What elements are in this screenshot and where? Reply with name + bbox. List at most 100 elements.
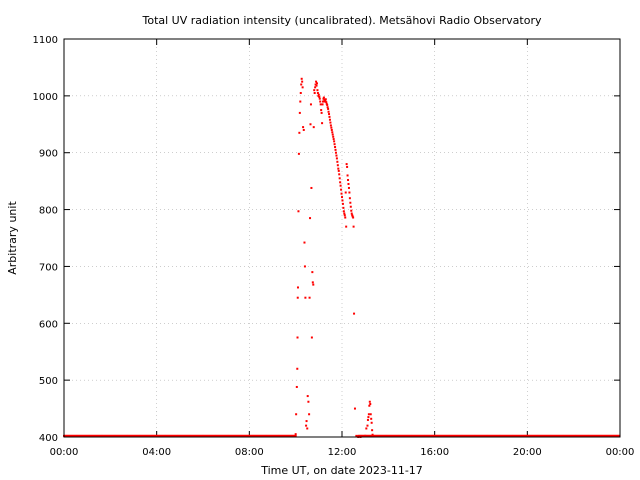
y-tick-label: 600 [39,319,58,330]
data-point [300,77,303,80]
data-point [366,424,369,427]
data-point [299,100,302,103]
data-point [351,215,354,218]
data-point [367,413,370,416]
data-point [318,97,321,100]
x-tick-label: 00:00 [50,447,79,458]
data-point [307,400,310,403]
data-point [309,217,312,220]
data-point [328,113,331,116]
data-point [332,135,335,138]
data-point [308,296,311,299]
data-point [333,143,336,146]
data-point [326,103,329,106]
data-point [311,271,314,274]
data-point [320,111,323,114]
data-point [296,286,299,289]
data-point [348,197,351,200]
data-point [304,296,307,299]
data-point [347,179,350,182]
y-tick-label: 900 [39,149,58,160]
data-point [338,173,341,176]
data-point [341,199,344,202]
data-point [366,418,369,421]
data-point [321,122,324,125]
y-tick-label: 400 [39,433,58,444]
data-point [312,126,315,129]
data-point [296,367,299,370]
data-point [313,89,316,92]
data-point [317,94,320,97]
data-point [330,128,333,131]
data-point [296,336,299,339]
data-point [350,209,353,212]
data-point [299,92,302,95]
data-point [340,188,343,191]
data-point [350,212,353,215]
data-point [315,82,318,85]
data-point [297,152,300,155]
data-point [334,151,337,154]
x-tick-label: 12:00 [328,447,357,458]
data-point [371,433,374,436]
x-tick-label: 20:00 [513,447,542,458]
data-point [341,196,343,199]
data-point [314,86,317,89]
data-point [311,281,314,284]
data-point [339,181,342,184]
data-point [308,413,311,416]
data-point [313,92,316,95]
data-point [300,83,303,86]
data-point [314,83,317,86]
data-point [325,101,328,104]
data-point [326,106,329,109]
data-point [346,174,349,177]
data-point [295,385,298,388]
data-point [303,265,306,268]
data-point [336,164,339,167]
data-point [325,102,328,105]
data-point [353,407,356,410]
data-point [305,424,308,427]
data-point [321,103,324,106]
data-point [361,435,364,438]
baseline-point [294,434,297,437]
data-point [330,126,333,129]
data-point [324,99,327,102]
data-point [328,118,331,121]
data-point [334,146,337,149]
data-point [301,86,304,89]
data-point [338,177,341,180]
data-point [369,413,372,416]
data-point [319,103,322,106]
data-point [309,103,312,106]
data-point [367,416,370,419]
data-point [327,107,330,110]
axis-ticks: 00:00 04:00 08:00 12:00 16:00 20:00 00:00 400 50… [33,35,635,458]
data-point [332,138,335,141]
data-point [316,92,319,95]
data-point [351,214,354,217]
data-point [334,148,337,151]
data-point [319,100,322,103]
data-point [329,124,332,127]
grid-lines [64,39,620,437]
y-tick-label: 500 [39,376,58,387]
data-point [294,433,297,436]
data-point [295,413,298,416]
data-point [368,404,371,407]
data-point [345,225,348,228]
data-point [355,434,358,437]
data-points [294,77,374,438]
data-point [336,160,339,163]
x-axis-label: Time UT, on date 2023-11-17 [260,464,423,477]
data-point [306,427,309,430]
data-point [322,96,325,99]
data-point [322,100,325,103]
x-tick-label: 04:00 [142,447,171,458]
y-tick-label: 1100 [33,35,58,46]
y-tick-label: 1000 [33,92,58,103]
data-point [306,395,309,398]
x-tick-label: 00:00 [606,447,635,458]
